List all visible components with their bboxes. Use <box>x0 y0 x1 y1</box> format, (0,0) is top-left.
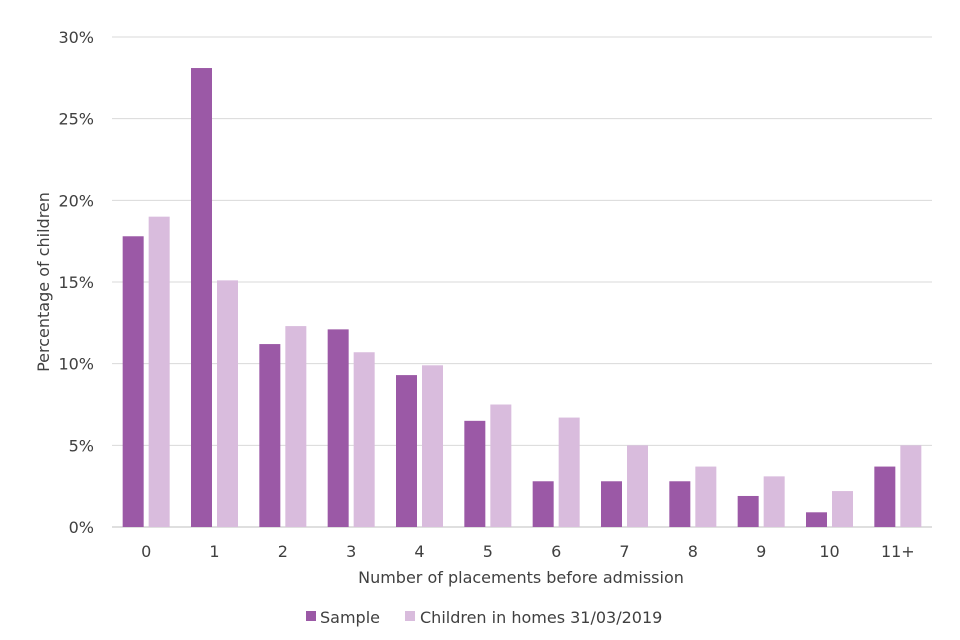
legend: Sample Children in homes 31/03/2019 <box>306 608 662 627</box>
y-tick-label: 25% <box>58 110 94 129</box>
bar-sample-2 <box>259 344 281 527</box>
bar-sample-8 <box>669 481 691 527</box>
y-tick-label: 20% <box>58 191 94 210</box>
x-tick-label: 7 <box>619 542 629 561</box>
bar-sample-5 <box>464 420 486 527</box>
x-tick-label: 4 <box>414 542 424 561</box>
legend-swatch-sample <box>306 611 316 621</box>
bar-sample-0 <box>122 236 144 527</box>
bar-sample-7 <box>601 481 622 527</box>
x-tick-label: 6 <box>551 542 561 561</box>
x-axis-title: Number of placements before admission <box>358 568 684 587</box>
bar-sample-1 <box>191 68 212 528</box>
x-tick-label: 9 <box>756 542 766 561</box>
y-tick-label: 5% <box>69 436 94 455</box>
y-tick-label: 15% <box>58 273 94 292</box>
bar-children-in-homes-7 <box>627 445 648 527</box>
bar-sample-4 <box>396 375 417 527</box>
bars <box>122 68 922 528</box>
bar-children-in-homes-9 <box>763 476 785 527</box>
bar-sample-3 <box>327 329 349 527</box>
bar-sample-10 <box>806 512 827 527</box>
bar-children-in-homes-4 <box>422 365 443 527</box>
bar-sample-6 <box>532 481 554 527</box>
bar-children-in-homes-6 <box>558 417 580 527</box>
y-tick-label: 0% <box>69 518 94 537</box>
legend-label-sample: Sample <box>320 608 380 627</box>
bar-children-in-homes-1 <box>217 280 238 527</box>
x-axis-tick-labels: 0 1 2 3 4 5 6 7 8 9 10 11+ <box>141 542 915 561</box>
bar-children-in-homes-8 <box>695 466 717 527</box>
bar-sample-11plus <box>874 466 896 527</box>
x-tick-label: 2 <box>278 542 288 561</box>
x-tick-label: 8 <box>688 542 698 561</box>
x-tick-label: 5 <box>483 542 493 561</box>
x-tick-label: 3 <box>346 542 356 561</box>
y-tick-label: 10% <box>58 355 94 374</box>
bar-sample-9 <box>737 495 759 527</box>
legend-label-children-in-homes: Children in homes 31/03/2019 <box>420 608 662 627</box>
bar-children-in-homes-3 <box>353 352 375 527</box>
y-tick-label: 30% <box>58 28 94 47</box>
bar-children-in-homes-10 <box>832 491 853 527</box>
y-axis-tick-labels: 0% 5% 10% 15% 20% 25% 30% <box>58 28 94 537</box>
x-tick-label: 1 <box>209 542 219 561</box>
bar-children-in-homes-0 <box>148 216 170 527</box>
bar-children-in-homes-5 <box>490 404 512 527</box>
legend-swatch-children-in-homes <box>405 611 415 621</box>
x-tick-label: 11+ <box>881 542 915 561</box>
x-tick-label: 10 <box>819 542 839 561</box>
y-axis-title: Percentage of children <box>34 192 53 372</box>
bar-children-in-homes-11plus <box>900 445 922 527</box>
x-tick-label: 0 <box>141 542 151 561</box>
gridlines <box>112 36 932 528</box>
bar-children-in-homes-2 <box>285 326 307 527</box>
